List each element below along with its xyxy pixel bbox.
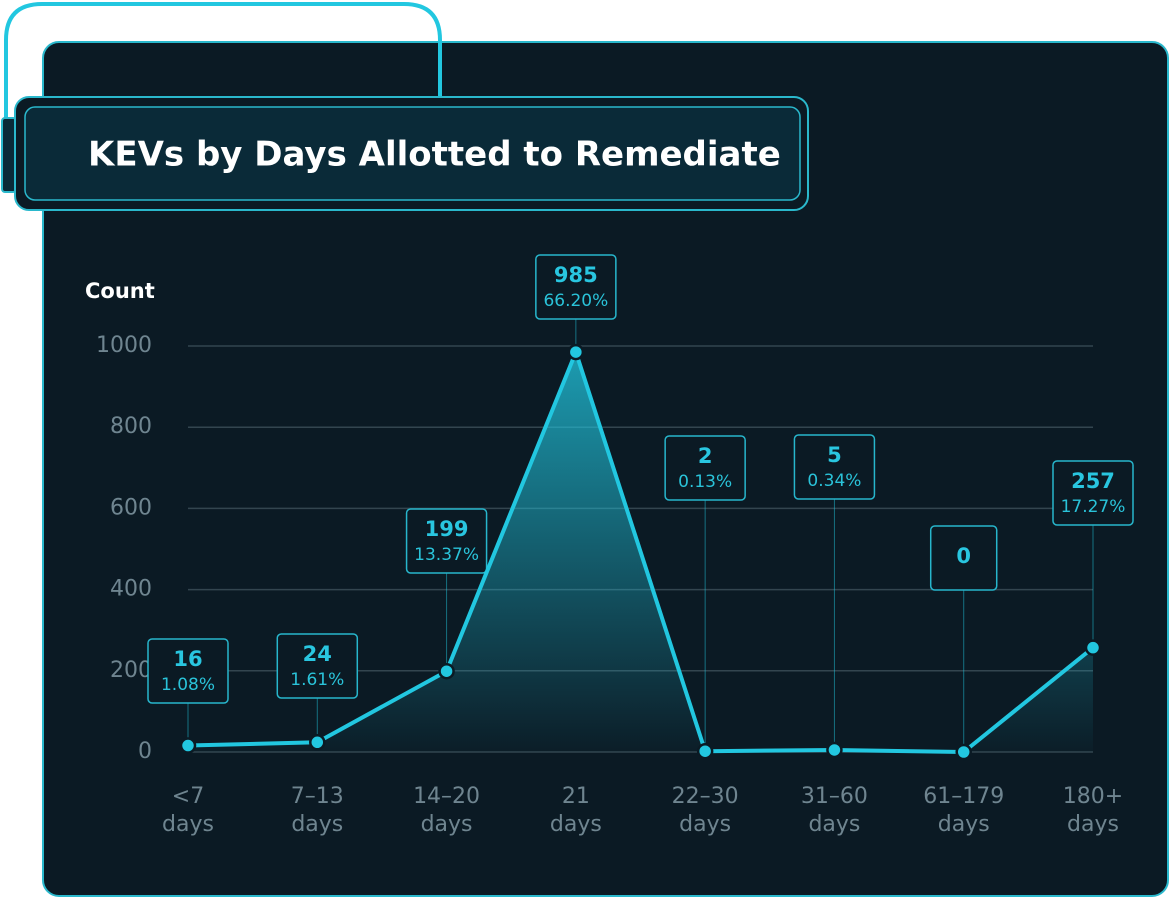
x-tick-label: 31–60: [801, 784, 868, 809]
y-axis-label: Count: [85, 279, 155, 303]
point: [309, 734, 326, 751]
value-label: 16: [173, 647, 202, 671]
x-tick-label: 22–30: [672, 784, 739, 809]
label-box: [929, 525, 998, 591]
share-label: 66.20%: [543, 291, 608, 311]
point: [438, 662, 455, 680]
point: [567, 343, 585, 361]
label-box: [535, 254, 617, 320]
x-tick-label: 21: [562, 784, 590, 809]
value-label: 5: [827, 443, 842, 467]
value-label: 257: [1071, 469, 1115, 493]
label-box: [793, 434, 876, 500]
label-box: [664, 435, 746, 501]
connector: [4, 2, 442, 118]
value-label: 24: [303, 642, 332, 666]
point: [955, 743, 972, 761]
x-tick-label: days: [421, 812, 473, 837]
label-box: [147, 638, 229, 704]
y-tick-label: 400: [110, 577, 152, 602]
x-tick-label: days: [679, 812, 731, 837]
share-label: 1.61%: [290, 670, 344, 690]
tab: [1, 117, 17, 193]
share-label: 0.13%: [678, 472, 732, 492]
y-tick-label: 600: [110, 495, 152, 520]
label-box: [1052, 460, 1134, 526]
value-label: 985: [554, 263, 598, 287]
x-tick-label: days: [1067, 812, 1119, 837]
chart-title: KEVs by Days Allotted to Remediate: [88, 135, 781, 175]
share-label: 13.37%: [414, 545, 479, 565]
y-tick-label: 800: [110, 414, 152, 439]
point: [179, 737, 197, 754]
title-box: [24, 106, 801, 201]
x-tick-label: 61–179: [923, 784, 1004, 809]
x-tick-label: 14–20: [413, 784, 480, 809]
y-tick-label: 1000: [96, 333, 152, 358]
x-tick-label: days: [291, 812, 343, 837]
line: [187, 350, 1095, 754]
share-label: 0.34%: [807, 471, 861, 491]
x-tick-label: days: [938, 812, 990, 837]
y-tick-label: 200: [110, 658, 152, 683]
label-box: [276, 633, 359, 699]
label-box: [405, 508, 488, 574]
y-tick-label: 0: [138, 739, 152, 764]
value-label: 2: [698, 444, 713, 468]
point: [826, 741, 843, 759]
x-tick-label: days: [162, 812, 214, 837]
x-tick-label: days: [550, 812, 602, 837]
point: [1084, 639, 1102, 656]
value-label: 0: [956, 544, 971, 568]
value-label: 199: [425, 517, 469, 541]
x-tick-label: 180+: [1063, 784, 1123, 809]
point: [696, 742, 714, 760]
x-tick-label: 7–13: [291, 784, 344, 809]
x-tick-label: <7: [172, 784, 204, 809]
x-tick-label: days: [808, 812, 860, 837]
share-label: 17.27%: [1061, 497, 1126, 517]
share-label: 1.08%: [161, 675, 215, 695]
